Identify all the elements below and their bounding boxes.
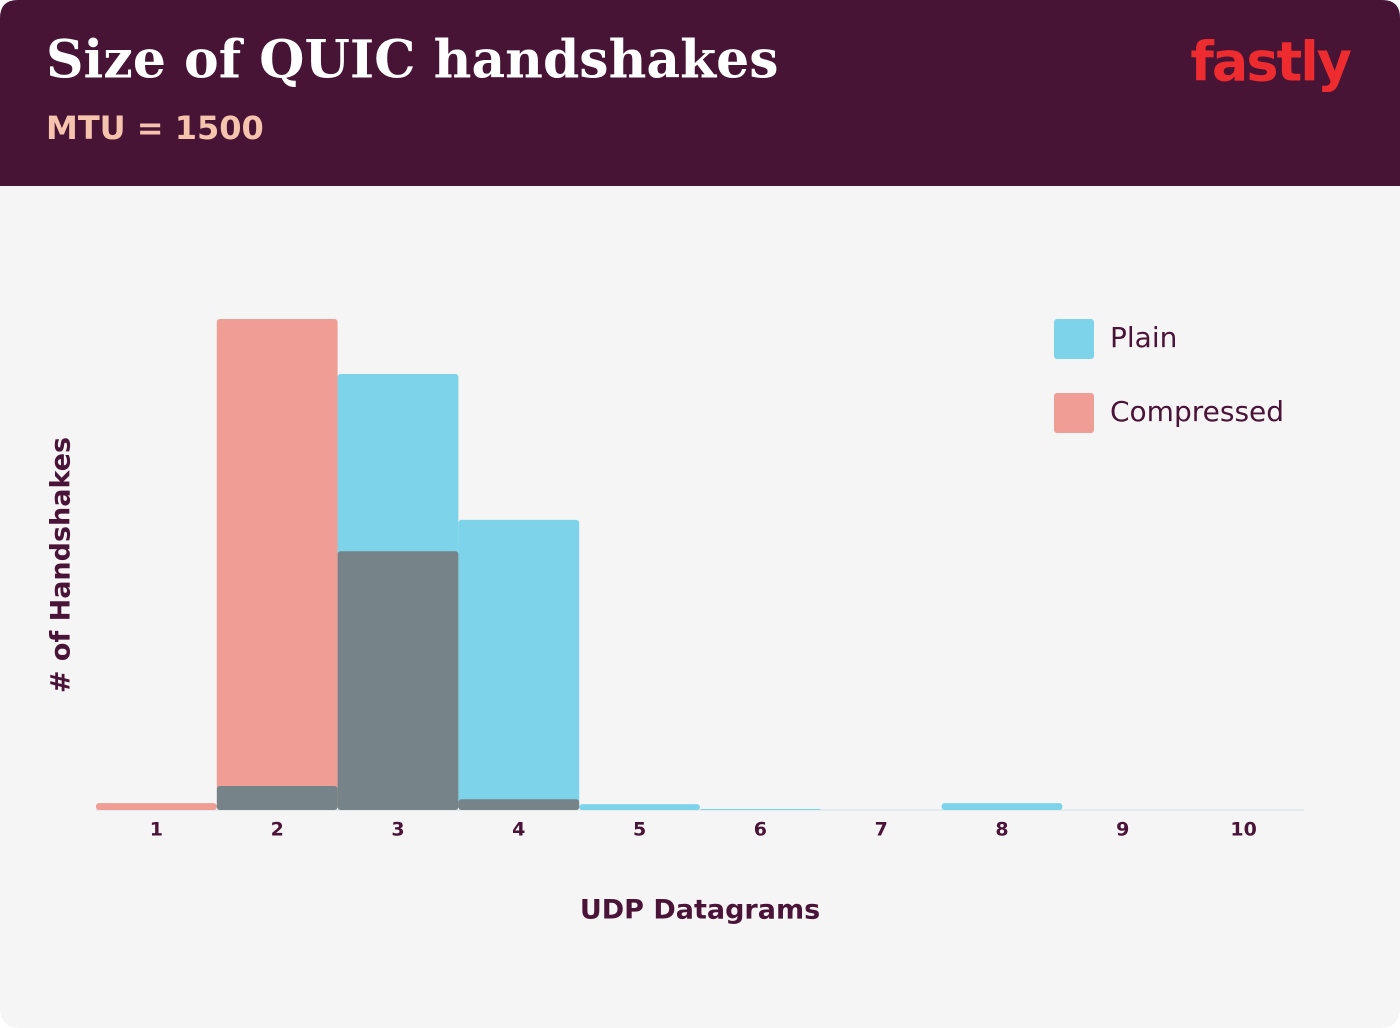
x-tick-label: 10: [1230, 819, 1256, 841]
x-axis-label: UDP Datagrams: [580, 895, 820, 926]
x-tick-label: 3: [391, 819, 404, 841]
chart-title: Size of QUIC handshakes: [46, 30, 778, 91]
bar: [96, 803, 217, 810]
header: [0, 0, 1400, 186]
x-tick-label: 9: [1116, 819, 1129, 841]
x-tick-label: 7: [875, 819, 888, 841]
x-tick-label: 6: [754, 819, 767, 841]
x-tick-label: 8: [995, 819, 1008, 841]
bar: [216, 319, 338, 810]
bar: [337, 551, 459, 810]
x-tick-label: 5: [633, 819, 646, 841]
y-axis-label: # of Handshakes: [46, 437, 77, 693]
legend-swatch: [1054, 319, 1094, 359]
x-tick-label: 4: [512, 819, 525, 841]
bar: [700, 809, 821, 810]
bar: [941, 803, 1063, 810]
legend-swatch: [1054, 393, 1094, 433]
legend-label: Compressed: [1110, 395, 1284, 428]
bar: [458, 519, 580, 810]
x-tick-label: 2: [271, 819, 284, 841]
plot: [96, 319, 1063, 810]
legend-label: Plain: [1110, 321, 1177, 354]
x-tick-label: 1: [150, 819, 163, 841]
logo: fastly: [1190, 31, 1351, 94]
chart-subtitle: MTU = 1500: [46, 109, 264, 147]
bar: [458, 799, 580, 810]
bar: [579, 804, 700, 810]
